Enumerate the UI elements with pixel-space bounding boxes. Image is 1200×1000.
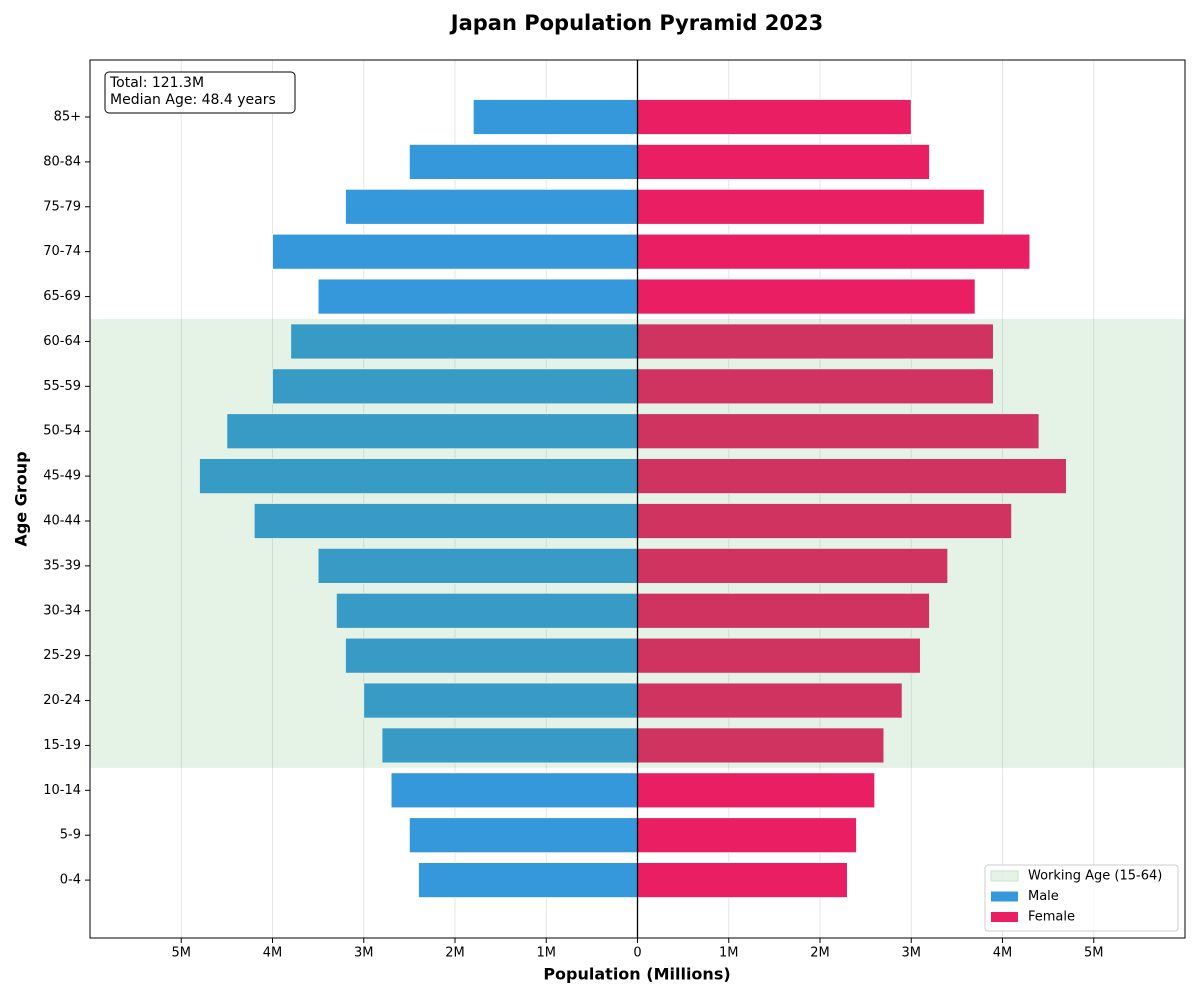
- x-tick-label: 5M: [1084, 946, 1104, 961]
- bar: [290, 323, 638, 360]
- bar: [637, 547, 949, 584]
- y-tick-label: 85+: [54, 110, 81, 125]
- y-axis-label: Age Group: [12, 451, 31, 546]
- y-tick-label: 35-39: [43, 558, 81, 573]
- legend-box: [984, 864, 1179, 932]
- x-tick-label: 1M: [537, 946, 557, 961]
- bar: [335, 592, 638, 629]
- legend-label: Male: [1028, 889, 1059, 904]
- x-tick-label: 5M: [172, 946, 192, 961]
- x-tick-label: 3M: [902, 946, 922, 961]
- bar: [637, 772, 876, 809]
- y-tick-label: 70-74: [43, 244, 81, 259]
- y-tick-label: 30-34: [43, 603, 81, 618]
- bar: [637, 233, 1031, 270]
- bar: [637, 862, 848, 899]
- bar: [363, 682, 638, 719]
- bar: [317, 278, 638, 315]
- bar: [637, 637, 921, 674]
- bar: [637, 413, 1040, 450]
- bar: [637, 503, 1013, 539]
- bar: [637, 458, 1067, 495]
- bar: [390, 772, 638, 809]
- y-tick-label: 40-44: [43, 513, 81, 528]
- bar: [345, 637, 638, 674]
- legend-label: Female: [1028, 910, 1075, 925]
- x-tick-label: 0: [633, 946, 641, 961]
- legend-label: Working Age (15-64): [1028, 869, 1162, 884]
- bar: [637, 727, 885, 764]
- y-tick-label: 60-64: [43, 334, 81, 349]
- bar: [345, 188, 638, 225]
- plot-frame: [89, 59, 1186, 939]
- bar: [637, 817, 857, 854]
- bar: [637, 592, 930, 629]
- annotation-text: Total: 121.3M: [109, 75, 204, 91]
- bar: [637, 99, 912, 135]
- legend-swatch: [991, 912, 1018, 922]
- bar: [637, 278, 976, 315]
- legend-swatch: [990, 870, 1019, 882]
- bar: [472, 99, 638, 135]
- y-tick-label: 50-54: [43, 424, 81, 439]
- bar: [199, 458, 638, 495]
- bar: [381, 727, 638, 764]
- y-tick-label: 15-19: [43, 738, 81, 753]
- bar: [418, 862, 638, 899]
- bar: [317, 547, 638, 584]
- y-tick-label: 75-79: [43, 199, 81, 214]
- x-tick-label: 3M: [354, 946, 374, 961]
- annotation-text: Median Age: 48.4 years: [110, 92, 276, 108]
- x-tick-label: 4M: [993, 946, 1013, 961]
- legend-swatch: [991, 891, 1018, 902]
- x-tick-label: 4M: [263, 946, 283, 961]
- chart-title: Japan Population Pyramid 2023: [449, 11, 823, 35]
- bar: [637, 188, 985, 225]
- annotation-box: [104, 71, 296, 114]
- y-tick-label: 65-69: [43, 289, 81, 304]
- y-tick-label: 20-24: [43, 693, 81, 708]
- bar: [226, 413, 638, 450]
- bar: [253, 503, 638, 539]
- y-tick-label: 55-59: [43, 379, 81, 394]
- bar: [408, 817, 638, 854]
- bar: [637, 682, 903, 719]
- bar: [408, 143, 638, 180]
- x-axis-label: Population (Millions): [543, 965, 730, 984]
- x-tick-label: 2M: [810, 946, 830, 961]
- x-tick-label: 1M: [719, 946, 739, 961]
- bar: [637, 143, 930, 180]
- y-tick-label: 45-49: [43, 469, 81, 484]
- y-tick-label: 80-84: [43, 154, 81, 169]
- bar: [637, 323, 994, 360]
- y-tick-label: 0-4: [60, 873, 81, 888]
- y-tick-label: 25-29: [43, 648, 81, 663]
- y-tick-label: 10-14: [43, 783, 81, 798]
- x-tick-label: 2M: [445, 946, 465, 961]
- bar: [272, 233, 638, 270]
- y-tick-label: 5-9: [60, 828, 81, 843]
